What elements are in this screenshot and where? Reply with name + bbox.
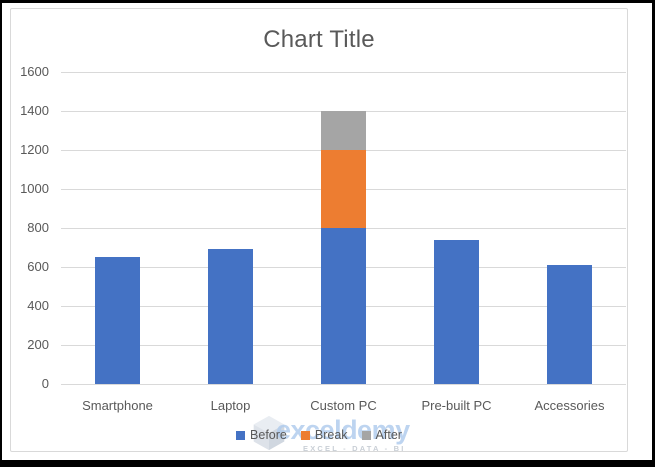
bar-before-accessories[interactable] <box>547 265 592 384</box>
gridline-1600 <box>61 72 626 73</box>
legend-label-before: Before <box>250 428 287 442</box>
chart-title[interactable]: Chart Title <box>263 26 375 53</box>
y-tick-label-400: 400 <box>27 298 49 313</box>
x-tick-label-custom-pc: Custom PC <box>310 398 377 413</box>
y-tick-label-1600: 1600 <box>20 64 49 79</box>
worksheet-background: Chart Title 0 200 400 600 800 1000 1200 1400 160… <box>2 3 652 460</box>
gridline-0 <box>61 384 626 385</box>
watermark-tagline: EXCEL - DATA - BI <box>303 444 406 453</box>
bar-before-pre-built-pc[interactable] <box>434 239 479 384</box>
y-tick-label-1200: 1200 <box>20 142 49 157</box>
legend-label-break: Break <box>314 428 348 442</box>
legend-label-after: After <box>375 428 402 442</box>
legend-swatch-before <box>236 430 246 440</box>
bar-break-custom-pc[interactable] <box>321 150 366 228</box>
x-tick-label-accessories: Accessories <box>534 398 605 413</box>
bar-before-custom-pc[interactable] <box>321 228 366 384</box>
legend-item-break[interactable]: Break <box>300 428 348 442</box>
bar-before-laptop[interactable] <box>208 249 253 384</box>
legend-item-after[interactable]: After <box>361 428 402 442</box>
legend-item-before[interactable]: Before <box>236 429 287 442</box>
x-tick-label-pre-built-pc: Pre-built PC <box>421 398 492 413</box>
y-tick-label-0: 0 <box>41 376 49 391</box>
y-axis[interactable]: 0 200 400 600 800 1000 1200 1400 1600 <box>11 65 56 390</box>
bar-after-custom-pc[interactable] <box>321 111 366 150</box>
x-axis[interactable]: Smartphone Laptop Custom PC Pre-built PC Acc… <box>61 398 626 416</box>
y-tick-label-1400: 1400 <box>20 103 49 118</box>
bar-before-smartphone[interactable] <box>95 257 140 384</box>
x-tick-label-laptop: Laptop <box>210 398 251 413</box>
legend-swatch-after <box>361 430 371 440</box>
chart[interactable]: Chart Title 0 200 400 600 800 1000 1200 1400 160… <box>10 8 628 452</box>
legend-swatch-break <box>300 430 310 440</box>
y-tick-label-200: 200 <box>27 337 49 352</box>
y-tick-label-600: 600 <box>27 259 49 274</box>
plot-area[interactable] <box>61 72 626 385</box>
x-tick-label-smartphone: Smartphone <box>82 398 153 413</box>
y-tick-label-1000: 1000 <box>20 181 49 196</box>
legend[interactable]: Before Break After <box>11 429 627 442</box>
y-tick-label-800: 800 <box>27 220 49 235</box>
